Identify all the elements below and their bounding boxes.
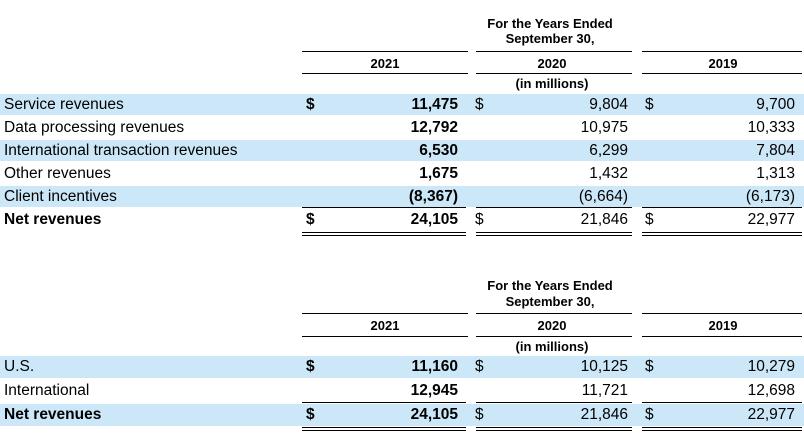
total-double-rule — [642, 427, 802, 431]
row-label: Net revenues — [4, 211, 102, 228]
value-2020: 9,804 — [589, 96, 628, 113]
header-rule — [302, 313, 468, 314]
year-header-2019: 2019 — [708, 56, 738, 71]
header-rule — [642, 313, 802, 314]
value-2021: 6,530 — [419, 142, 458, 159]
subtotal-rule — [302, 402, 466, 403]
total-row: Net revenues $ 24,105 $ 21,846 $ 22,977 — [0, 404, 804, 426]
value-2019: 7,804 — [756, 142, 795, 159]
subtotal-rule — [476, 207, 632, 208]
value-2020: 21,846 — [580, 211, 628, 228]
year-header-2020: 2020 — [537, 56, 567, 71]
table-row: Other revenues 1,675 1,432 1,313 — [0, 163, 804, 184]
row-label: International transaction revenues — [4, 142, 238, 159]
row-label: Data processing revenues — [4, 119, 185, 136]
currency-symbol: $ — [645, 96, 654, 113]
currency-symbol: $ — [306, 211, 315, 228]
currency-symbol: $ — [475, 406, 484, 423]
year-header-2021: 2021 — [370, 318, 400, 333]
total-row: Net revenues $ 24,105 $ 21,846 $ 22,977 — [0, 209, 804, 230]
revenue-by-type-table: For the Years Ended September 30, 2021 2… — [0, 16, 804, 236]
value-2019: 10,333 — [747, 119, 795, 136]
total-double-rule — [476, 427, 632, 431]
header-rule — [302, 336, 468, 337]
period-header-line1: For the Years Ended — [487, 16, 613, 31]
header-rule — [642, 51, 802, 52]
value-2020: 10,975 — [580, 119, 628, 136]
year-header-2020: 2020 — [537, 318, 567, 333]
value-2021: (8,367) — [408, 188, 458, 205]
subtotal-rule — [476, 402, 632, 403]
period-header-line2: September 30, — [505, 31, 595, 46]
value-2019: 22,977 — [747, 406, 795, 423]
subtotal-rule — [642, 207, 802, 208]
units-label: (in millions) — [515, 339, 589, 354]
table-row: Client incentives (8,367) (6,664) (6,173… — [0, 186, 804, 207]
header-rule — [302, 73, 468, 74]
value-2021: 24,105 — [410, 211, 458, 228]
currency-symbol: $ — [645, 358, 654, 375]
value-2021: 24,105 — [410, 406, 458, 423]
value-2020: 10,125 — [580, 358, 628, 375]
value-2021: 12,792 — [410, 119, 458, 136]
currency-symbol: $ — [306, 96, 315, 113]
value-2019: 10,279 — [747, 358, 795, 375]
value-2021: 11,475 — [411, 96, 458, 113]
value-2020: 11,721 — [581, 382, 628, 399]
header-rule — [476, 313, 632, 314]
total-double-rule — [302, 232, 466, 236]
currency-symbol: $ — [475, 358, 484, 375]
currency-symbol: $ — [306, 406, 315, 423]
value-2021: 11,160 — [411, 358, 458, 375]
year-header-2021: 2021 — [370, 56, 400, 71]
currency-symbol: $ — [645, 211, 654, 228]
table-row: International 12,945 11,721 12,698 — [0, 380, 804, 401]
value-2020: 1,432 — [589, 165, 628, 182]
table-row: Service revenues $ 11,475 $ 9,804 $ 9,70… — [0, 94, 804, 115]
row-label: International — [4, 382, 90, 399]
row-label: Other revenues — [4, 165, 111, 182]
year-header-2019: 2019 — [708, 318, 738, 333]
period-header-line1: For the Years Ended — [487, 278, 613, 293]
currency-symbol: $ — [306, 358, 315, 375]
currency-symbol: $ — [475, 96, 484, 113]
subtotal-rule — [302, 207, 466, 208]
table-row: International transaction revenues 6,530… — [0, 140, 804, 161]
header-rule — [476, 51, 632, 52]
header-rule — [476, 73, 632, 74]
row-label: U.S. — [4, 358, 35, 375]
value-2019: (6,173) — [745, 188, 795, 205]
period-header-line2: September 30, — [505, 294, 595, 309]
value-2020: 21,846 — [580, 406, 628, 423]
value-2019: 12,698 — [747, 382, 795, 399]
header-rule — [302, 51, 468, 52]
header-rule — [642, 73, 802, 74]
currency-symbol: $ — [645, 406, 654, 423]
value-2019: 9,700 — [756, 96, 795, 113]
value-2020: (6,664) — [578, 188, 628, 205]
subtotal-rule — [642, 402, 802, 403]
row-label: Client incentives — [4, 188, 117, 205]
value-2021: 1,675 — [419, 165, 458, 182]
value-2019: 1,313 — [756, 165, 795, 182]
value-2020: 6,299 — [589, 142, 628, 159]
total-double-rule — [476, 232, 632, 236]
total-double-rule — [302, 427, 466, 431]
total-double-rule — [642, 232, 802, 236]
value-2019: 22,977 — [747, 211, 795, 228]
units-label: (in millions) — [515, 76, 589, 91]
row-label: Service revenues — [4, 96, 124, 113]
header-rule — [642, 336, 802, 337]
header-rule — [476, 336, 632, 337]
table-row: Data processing revenues 12,792 10,975 1… — [0, 117, 804, 138]
value-2021: 12,945 — [410, 382, 458, 399]
table-row: U.S. $ 11,160 $ 10,125 $ 10,279 — [0, 356, 804, 378]
currency-symbol: $ — [475, 211, 484, 228]
row-label: Net revenues — [4, 406, 102, 423]
